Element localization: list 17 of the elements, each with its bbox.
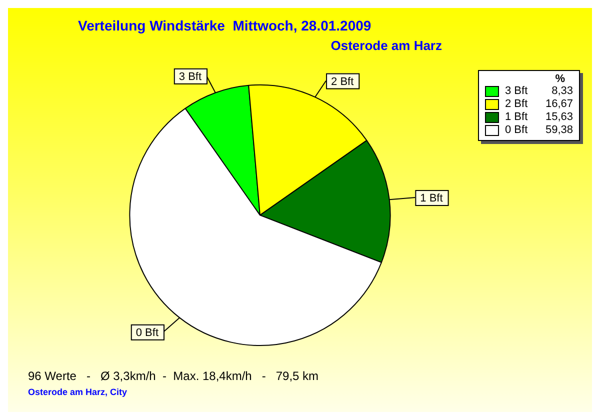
- slice-label: 0 Bft: [136, 326, 158, 339]
- legend-title: %: [554, 73, 566, 85]
- slice-label: 1 Bft: [420, 192, 443, 204]
- data-label: 15,63: [544, 111, 573, 124]
- text: Osterode am Harz, City: [28, 387, 128, 397]
- text: 96 Werte - Ø 3,3km/h - Max. 18,4km/h - 79,5 km: [28, 369, 319, 383]
- legend-label: 1 Bft: [505, 111, 529, 124]
- legend-label: 2 Bft: [505, 98, 529, 111]
- data-label: 16,67: [544, 98, 573, 111]
- slice-label: 2 Bft: [331, 76, 354, 88]
- data-label: 59,38: [544, 124, 573, 137]
- chart-subtitle: Osterode am Harz: [330, 38, 442, 54]
- slice-label: 3 Bft: [178, 70, 202, 83]
- legend-label: 3 Bft: [505, 85, 529, 98]
- data-label: 8,33: [550, 85, 573, 98]
- chart-title: Verteilung Windstärke Mittwoch, 28.01.2009: [78, 17, 372, 34]
- legend-label: 0 Bft: [505, 124, 529, 137]
